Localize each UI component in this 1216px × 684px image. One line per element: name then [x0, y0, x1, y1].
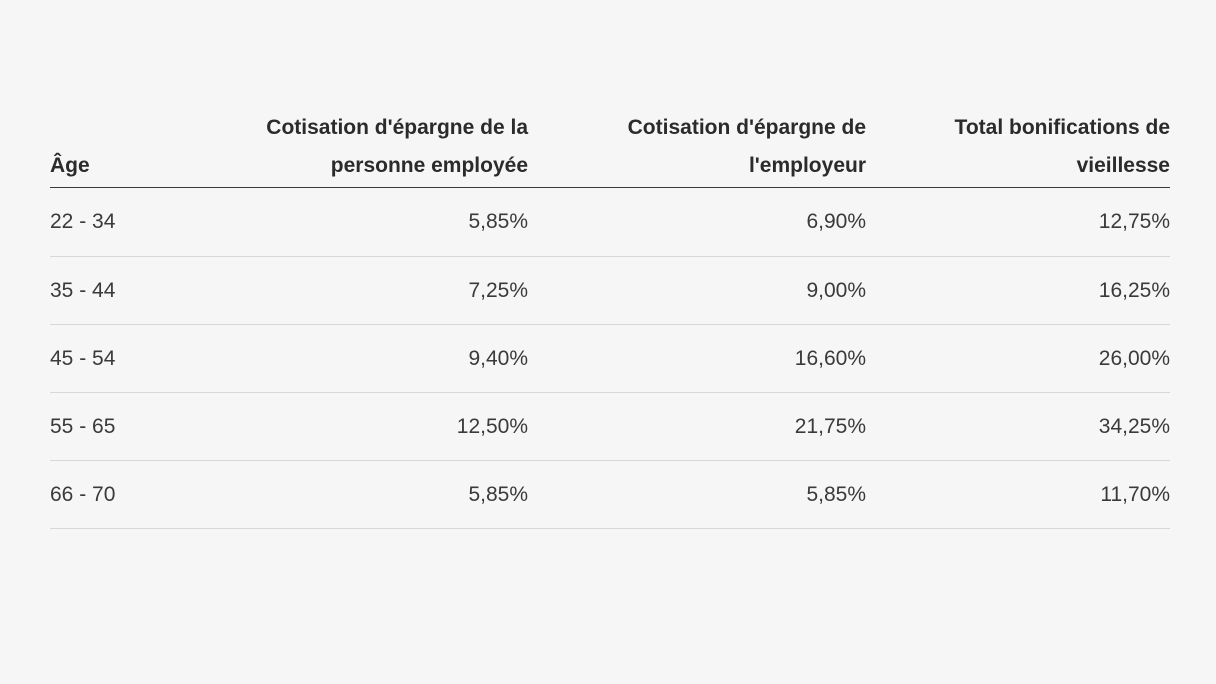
employer-contribution-cell: 9,00% — [528, 256, 866, 325]
age-cell: 22 - 34 — [50, 187, 228, 257]
age-cell: 66 - 70 — [50, 460, 228, 529]
age-cell: 45 - 54 — [50, 324, 228, 393]
total-credits-cell: 12,75% — [866, 187, 1170, 257]
employee-contribution-cell: 5,85% — [228, 187, 528, 257]
table-row: 66 - 70 5,85% 5,85% 11,70% — [50, 460, 1170, 529]
employer-contribution-cell: 6,90% — [528, 187, 866, 257]
employer-contribution-cell: 16,60% — [528, 324, 866, 393]
column-header-employee-contribution: Cotisation d'épargne de la personne empl… — [228, 109, 528, 188]
table-row: 35 - 44 7,25% 9,00% 16,25% — [50, 256, 1170, 325]
employee-contribution-cell: 12,50% — [228, 392, 528, 461]
table-row: 45 - 54 9,40% 16,60% 26,00% — [50, 324, 1170, 393]
employee-contribution-cell: 5,85% — [228, 460, 528, 529]
table-body: 22 - 34 5,85% 6,90% 12,75% 35 - 44 7,25%… — [50, 187, 1170, 529]
age-cell: 55 - 65 — [50, 392, 228, 461]
table-row: 22 - 34 5,85% 6,90% 12,75% — [50, 187, 1170, 257]
employee-contribution-cell: 7,25% — [228, 256, 528, 325]
table-header: Âge Cotisation d'épargne de la personne … — [50, 109, 1170, 188]
employer-contribution-cell: 5,85% — [528, 460, 866, 529]
employee-contribution-cell: 9,40% — [228, 324, 528, 393]
total-credits-cell: 34,25% — [866, 392, 1170, 461]
employer-contribution-cell: 21,75% — [528, 392, 866, 461]
column-header-age: Âge — [50, 109, 228, 188]
total-credits-cell: 16,25% — [866, 256, 1170, 325]
age-cell: 35 - 44 — [50, 256, 228, 325]
total-credits-cell: 11,70% — [866, 460, 1170, 529]
total-credits-cell: 26,00% — [866, 324, 1170, 393]
header-row: Âge Cotisation d'épargne de la personne … — [50, 109, 1170, 188]
contribution-rates-table: Âge Cotisation d'épargne de la personne … — [50, 109, 1170, 529]
column-header-total-credits: Total bonifications de vieillesse — [866, 109, 1170, 188]
table-row: 55 - 65 12,50% 21,75% 34,25% — [50, 392, 1170, 461]
column-header-employer-contribution: Cotisation d'épargne de l'employeur — [528, 109, 866, 188]
